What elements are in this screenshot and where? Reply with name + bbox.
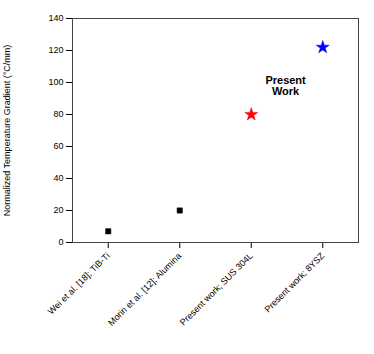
svg-text:40: 40 bbox=[53, 173, 63, 183]
svg-text:Present work; 8YSZ: Present work; 8YSZ bbox=[263, 250, 327, 314]
svg-text:80: 80 bbox=[53, 109, 63, 119]
svg-text:Normalized Temperature Gradien: Normalized Temperature Gradient (°C/mm) bbox=[2, 45, 12, 216]
svg-text:Wei et al. [18]; TiB-Ti: Wei et al. [18]; TiB-Ti bbox=[46, 251, 112, 317]
svg-text:Morin et al. [12]; Alumina: Morin et al. [12]; Alumina bbox=[106, 251, 183, 328]
svg-text:120: 120 bbox=[48, 45, 63, 55]
svg-text:20: 20 bbox=[53, 205, 63, 215]
svg-text:PresentWork: PresentWork bbox=[265, 74, 306, 97]
svg-text:60: 60 bbox=[53, 141, 63, 151]
svg-text:100: 100 bbox=[48, 77, 63, 87]
svg-text:140: 140 bbox=[48, 13, 63, 23]
svg-text:0: 0 bbox=[58, 237, 63, 247]
svg-text:Present work; SUS 304L: Present work; SUS 304L bbox=[178, 251, 255, 328]
